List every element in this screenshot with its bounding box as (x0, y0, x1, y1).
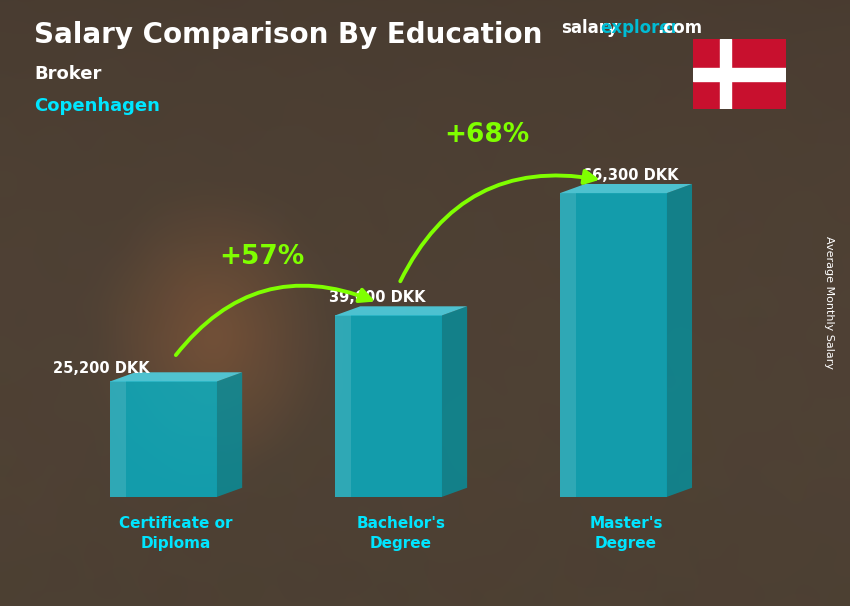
Text: .com: .com (657, 19, 702, 38)
Polygon shape (442, 306, 468, 497)
Polygon shape (110, 381, 217, 497)
Text: Master's
Degree: Master's Degree (589, 516, 663, 550)
Text: +68%: +68% (445, 122, 530, 148)
Polygon shape (110, 372, 242, 381)
Bar (693, 68, 786, 81)
Polygon shape (335, 316, 442, 497)
Polygon shape (560, 193, 666, 497)
Text: Salary Comparison By Education: Salary Comparison By Education (34, 21, 542, 49)
Bar (720, 39, 731, 109)
Text: +57%: +57% (219, 244, 304, 270)
Polygon shape (217, 372, 242, 497)
FancyArrowPatch shape (400, 171, 596, 281)
Text: salary: salary (561, 19, 618, 38)
Text: explorer: explorer (600, 19, 679, 38)
Text: 66,300 DKK: 66,300 DKK (582, 167, 678, 182)
FancyArrowPatch shape (176, 285, 371, 355)
Polygon shape (560, 184, 692, 193)
Text: Certificate or
Diploma: Certificate or Diploma (119, 516, 233, 550)
Polygon shape (335, 316, 351, 497)
Text: Bachelor's
Degree: Bachelor's Degree (356, 516, 445, 550)
Text: Broker: Broker (34, 65, 101, 84)
Polygon shape (335, 306, 468, 316)
Text: Average Monthly Salary: Average Monthly Salary (824, 236, 834, 370)
Text: 39,600 DKK: 39,600 DKK (329, 290, 425, 305)
Polygon shape (666, 184, 692, 497)
Polygon shape (560, 193, 576, 497)
Text: Copenhagen: Copenhagen (34, 97, 160, 115)
Polygon shape (110, 381, 126, 497)
Text: 25,200 DKK: 25,200 DKK (54, 361, 150, 376)
